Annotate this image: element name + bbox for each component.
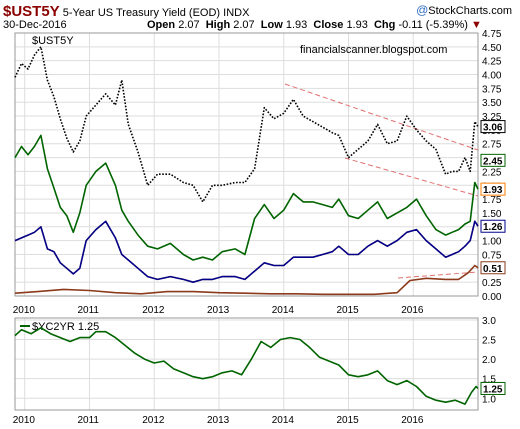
date-label: 30-Dec-2016 xyxy=(3,19,67,31)
lower-panel-frame xyxy=(14,317,479,411)
series-line xyxy=(14,220,479,284)
series-line xyxy=(14,326,479,405)
end-value-labels: 3.06 2.45 1.93 1.26 0.51 1.25 xyxy=(480,120,506,395)
y-tick-label: 1.75 xyxy=(482,195,502,206)
down-triangle-icon: ▼ xyxy=(471,19,482,31)
x-tick-label: 2016 xyxy=(401,305,424,316)
lower-y-ticks: 1.0 1.5 2.0 2.5 3.0 xyxy=(482,316,496,405)
y-tick-label: 1.50 xyxy=(482,209,502,220)
low-label: Low xyxy=(260,19,283,31)
y-tick-label: 4.25 xyxy=(482,57,502,68)
lower-series xyxy=(14,326,479,405)
y-tick-label: 4.75 xyxy=(482,29,502,40)
y-tick-label: 3.0 xyxy=(482,316,496,327)
watermark: financialscanner.blogspot.com xyxy=(300,44,447,56)
y-tick-label: 4.00 xyxy=(482,71,502,82)
end-label-box xyxy=(480,381,506,395)
brand-label: StockCharts.com xyxy=(428,5,512,17)
end-value-label: 1.93 xyxy=(483,185,503,196)
y-tick-label: 1.5 xyxy=(482,375,496,386)
low-value: 1.93 xyxy=(285,19,308,31)
trendline-upper xyxy=(284,83,479,151)
chg-value: -0.11 (-5.39%) xyxy=(398,19,468,31)
y-tick-label: 1.0 xyxy=(482,394,496,405)
x-tick-label: 2012 xyxy=(142,305,165,316)
lower-x-ticks: 2010 2011 2012 2013 2014 2015 2016 xyxy=(13,415,424,426)
ticker-symbol: $UST5Y xyxy=(3,3,60,20)
y-tick-label: 0.75 xyxy=(482,250,502,261)
exchange-label: INDX xyxy=(223,7,250,19)
y-tick-label: 4.50 xyxy=(482,43,502,54)
y-tick-label: 3.25 xyxy=(482,112,502,123)
y-tick-label: 3.50 xyxy=(482,98,502,109)
x-tick-label: 2013 xyxy=(207,305,230,316)
lower-legend: $YC2YR 1.25 xyxy=(32,321,99,333)
x-tick-label: 2011 xyxy=(77,305,99,316)
main-grid xyxy=(15,32,478,297)
end-label-box xyxy=(480,261,506,275)
x-tick-label: 2014 xyxy=(272,415,295,426)
y-tick-label: 2.25 xyxy=(482,167,502,178)
open-label: Open xyxy=(147,19,176,31)
y-tick-label: 1.00 xyxy=(482,237,502,248)
y-tick-label: 3.75 xyxy=(482,84,502,95)
x-tick-label: 2015 xyxy=(336,305,359,316)
x-tick-label: 2010 xyxy=(13,305,36,316)
end-label-box xyxy=(480,219,506,233)
end-value-label: 1.26 xyxy=(483,222,503,233)
y-tick-label: 0.00 xyxy=(482,292,502,303)
open-value: 2.07 xyxy=(178,19,200,31)
close-label: Close xyxy=(313,19,344,31)
main-legend: $UST5Y xyxy=(32,35,74,47)
main-panel-frame xyxy=(14,32,479,297)
y-tick-label: 2.5 xyxy=(482,336,496,347)
copyright-icon: @ xyxy=(416,3,429,17)
main-x-ticks: 2010 2011 2012 2013 2014 2015 2016 xyxy=(13,305,424,316)
y-tick-label: 2.0 xyxy=(482,355,496,366)
x-tick-label: 2012 xyxy=(142,415,165,426)
series-line xyxy=(14,264,479,296)
series-line xyxy=(14,45,479,203)
high-label: High xyxy=(205,19,231,31)
main-series xyxy=(14,45,479,296)
lower-grid xyxy=(15,318,478,410)
end-value-label: 2.45 xyxy=(483,156,503,167)
ohlc-readout: Open 2.07 High 2.07 Low 1.93 Close 1.93 … xyxy=(147,19,482,31)
end-value-label: 1.25 xyxy=(483,384,503,395)
end-value-label: 3.06 xyxy=(483,123,503,134)
chart-title: 5-Year US Treasury Yield (EOD) xyxy=(62,7,221,19)
x-tick-label: 2011 xyxy=(77,415,99,426)
end-label-box xyxy=(480,153,506,167)
x-tick-label: 2016 xyxy=(401,415,424,426)
end-value-label: 0.51 xyxy=(483,264,503,275)
high-value: 2.07 xyxy=(233,19,255,31)
chg-label: Chg xyxy=(373,19,396,31)
y-tick-label: 2.75 xyxy=(482,140,502,151)
series-line xyxy=(14,134,479,261)
series-line xyxy=(14,220,479,284)
x-tick-label: 2015 xyxy=(336,415,359,426)
x-tick-label: 2010 xyxy=(13,415,36,426)
brand[interactable]: @StockCharts.com xyxy=(416,3,512,17)
y-tick-label: 0.25 xyxy=(482,278,502,289)
trendline-middle xyxy=(344,157,479,197)
close-value: 1.93 xyxy=(346,19,368,31)
x-tick-label: 2014 xyxy=(272,305,295,316)
trendline-lower xyxy=(397,271,479,279)
end-label-box xyxy=(480,182,506,196)
end-label-box xyxy=(480,120,506,134)
x-tick-label: 2013 xyxy=(207,415,230,426)
chart-header: $UST5Y 5-Year US Treasury Yield (EOD) IN… xyxy=(3,3,249,20)
